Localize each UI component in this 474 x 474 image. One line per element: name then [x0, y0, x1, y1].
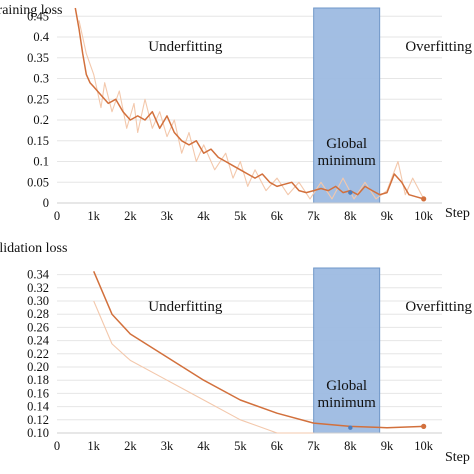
x-tick-label: 7k: [307, 209, 320, 223]
overfitting-label: Overfitting: [405, 39, 472, 55]
raw-series-line: [93, 300, 314, 434]
x-axis-title: Step: [445, 206, 470, 221]
y-tick-label: 0.45: [27, 9, 49, 23]
y-axis-title: Validation loss: [0, 241, 67, 256]
x-tick-label: 8k: [344, 439, 357, 453]
x-tick-label: 10k: [414, 439, 434, 453]
y-tick-label: 0.14: [27, 400, 50, 414]
x-tick-label: 0: [54, 439, 60, 453]
y-tick-label: 0.4: [33, 30, 49, 44]
x-tick-label: 2k: [124, 209, 137, 223]
x-tick-label: 5k: [234, 209, 247, 223]
y-tick-label: 0.15: [27, 134, 49, 148]
y-tick-label: 0.1: [33, 155, 49, 169]
x-tick-label: 3k: [161, 209, 174, 223]
x-tick-label: 9k: [381, 209, 394, 223]
global-minimum-region: [313, 267, 381, 434]
y-tick-label: 0.12: [27, 413, 49, 427]
y-tick-label: 0.10: [27, 426, 49, 440]
overfitting-label: Overfitting: [405, 299, 472, 315]
x-axis-title: Step: [445, 450, 470, 465]
x-tick-label: 1k: [87, 209, 100, 223]
y-tick-label: 0.18: [27, 373, 49, 387]
x-tick-label: 6k: [271, 209, 284, 223]
y-tick-label: 0.16: [27, 386, 49, 400]
global-minimum-label: Global: [326, 378, 367, 394]
global-minimum-label: minimum: [317, 395, 376, 411]
x-tick-label: 5k: [234, 439, 247, 453]
y-tick-label: 0.20: [27, 360, 49, 374]
y-tick-label: 0.3: [33, 72, 49, 86]
global-minimum-label: Global: [326, 136, 367, 152]
smoothed-series-line: [74, 7, 424, 200]
y-tick-label: 0.24: [27, 334, 50, 348]
y-tick-label: 0.26: [27, 320, 49, 334]
minimum-marker: [348, 190, 353, 195]
x-tick-label: 3k: [161, 439, 174, 453]
minimum-marker: [348, 425, 353, 430]
smoothed-series-line: [93, 271, 424, 429]
x-tick-label: 7k: [307, 439, 320, 453]
x-tick-label: 9k: [381, 439, 394, 453]
x-tick-label: 2k: [124, 439, 137, 453]
global-minimum-label: minimum: [317, 153, 376, 169]
y-tick-label: 0.22: [27, 347, 49, 361]
x-tick-label: 1k: [87, 439, 100, 453]
y-axis-title: Training loss: [0, 3, 63, 18]
y-tick-label: 0.35: [27, 51, 49, 65]
end-marker: [421, 423, 427, 429]
x-tick-label: 6k: [271, 439, 284, 453]
x-tick-label: 4k: [197, 209, 210, 223]
y-tick-label: 0.34: [27, 268, 50, 282]
y-tick-label: 0.32: [27, 281, 49, 295]
y-tick-label: 0.28: [27, 307, 49, 321]
y-tick-label: 0.2: [33, 113, 49, 127]
y-tick-label: 0: [43, 196, 49, 210]
underfitting-label: Underfitting: [148, 299, 223, 315]
x-tick-label: 0: [54, 209, 60, 223]
x-tick-label: 4k: [197, 439, 210, 453]
x-tick-label: 8k: [344, 209, 357, 223]
validation-loss-panel: 0.100.120.140.160.180.200.220.240.260.28…: [0, 241, 472, 465]
raw-series-line: [78, 20, 425, 200]
y-tick-label: 0.30: [27, 294, 49, 308]
y-tick-label: 0.05: [27, 175, 49, 189]
global-minimum-region: [313, 7, 381, 204]
end-marker: [421, 196, 427, 202]
x-tick-label: 10k: [414, 209, 434, 223]
underfitting-label: Underfitting: [148, 39, 223, 55]
y-tick-label: 0.25: [27, 92, 49, 106]
training-loss-panel: 0 0.05 0.1 0.15 0.2 0.25 0.3 0.35 0.4 0.45 0 1k 2k 3k…: [0, 3, 472, 223]
